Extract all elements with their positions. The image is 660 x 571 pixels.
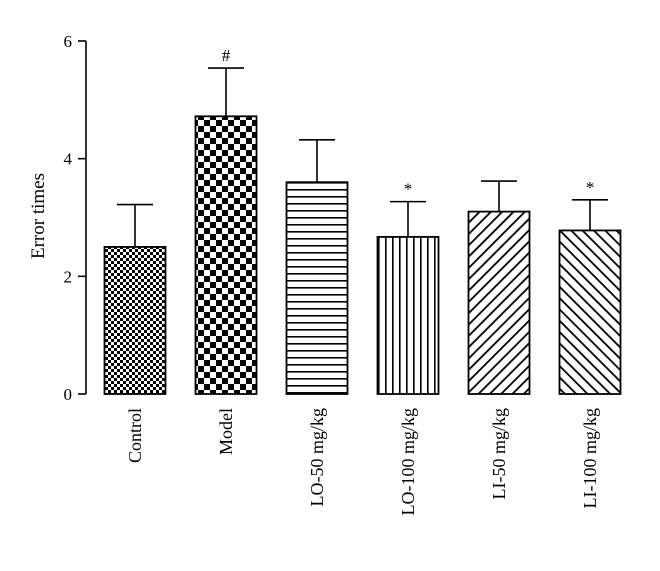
- y-tick-label-6: 6: [64, 32, 73, 51]
- x-tick-label-li-100-mg-kg: LI-100 mg/kg: [580, 408, 600, 509]
- bar-li-100-mg-kg: [558, 229, 622, 395]
- bar-li-50-mg-kg: [467, 210, 531, 395]
- x-tick-label-lo-50-mg-kg: LO-50 mg/kg: [307, 408, 327, 507]
- bar-control: [103, 246, 167, 395]
- bar-lo-50-mg-kg: [285, 181, 349, 395]
- y-tick-label-4: 4: [64, 150, 73, 169]
- bar-model: [194, 115, 258, 395]
- bar-lo-100-mg-kg: [376, 236, 440, 395]
- plot-area: 0 2 4 6 Control # Model LO-50 mg/kg * LO-100 mg/k…: [64, 32, 622, 516]
- annotation-lo-100-mg-kg: *: [404, 180, 413, 199]
- y-tick-label-2: 2: [64, 267, 73, 286]
- y-tick-label-0: 0: [64, 385, 73, 404]
- x-tick-label-li-50-mg-kg: LI-50 mg/kg: [489, 408, 509, 500]
- annotation-model: #: [222, 46, 231, 65]
- x-tick-label-model: Model: [216, 408, 236, 455]
- y-axis-title: Error times: [28, 173, 49, 259]
- annotation-li-100-mg-kg: *: [586, 178, 595, 197]
- x-tick-label-control: Control: [125, 408, 145, 463]
- x-tick-label-lo-100-mg-kg: LO-100 mg/kg: [398, 408, 418, 516]
